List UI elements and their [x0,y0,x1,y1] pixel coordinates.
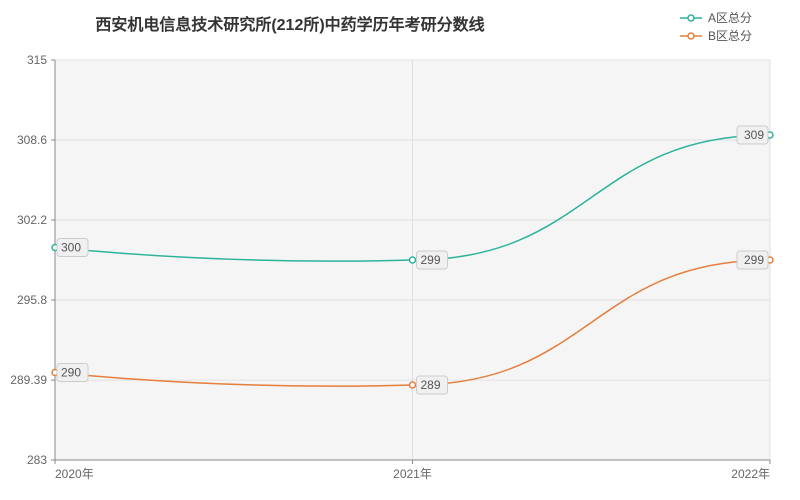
y-tick-label: 283 [27,453,47,467]
chart-title: 西安机电信息技术研究所(212所)中药学历年考研分数线 [95,15,484,34]
line-chart-svg: 283 289.39 295.8 302.2 308.6 315 2020年 2021年 202… [0,0,800,500]
y-tick-label: 302.2 [17,213,47,227]
data-marker [410,257,416,263]
data-label: 309 [744,128,764,142]
legend-marker [688,33,694,39]
x-tick-label: 2022年 [731,467,770,481]
data-label: 300 [61,241,81,255]
data-label: 299 [421,253,441,267]
y-tick-label: 289.39 [10,373,47,387]
legend-label: B区总分 [708,29,752,43]
data-label: 290 [61,366,81,380]
data-label: 299 [744,253,764,267]
y-tick-label: 315 [27,53,47,67]
y-tick-label: 295.8 [17,293,47,307]
data-marker [410,382,416,388]
y-tick-label: 308.6 [17,133,47,147]
legend-marker [688,15,694,21]
chart-container: 283 289.39 295.8 302.2 308.6 315 2020年 2021年 202… [0,0,800,500]
x-tick-label: 2021年 [393,467,432,481]
x-tick-label: 2020年 [55,467,94,481]
legend-label: A区总分 [708,11,752,25]
data-label: 289 [421,378,441,392]
